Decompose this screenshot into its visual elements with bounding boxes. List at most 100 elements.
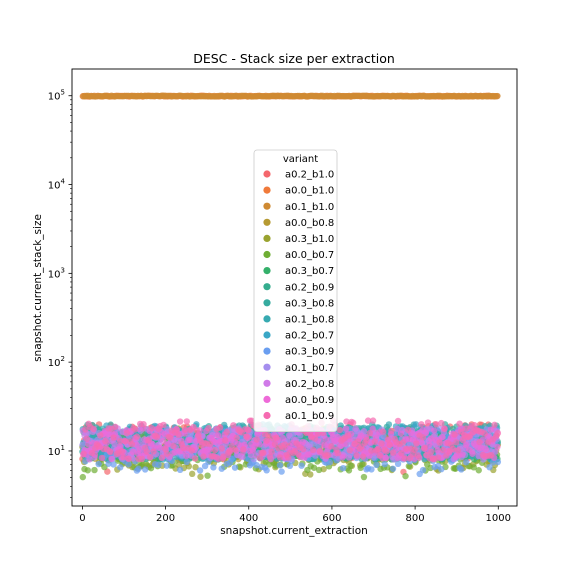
data-point <box>372 439 378 445</box>
data-point <box>222 437 228 443</box>
legend-marker <box>263 235 270 242</box>
data-point <box>453 439 459 445</box>
chart-title: DESC - Stack size per extraction <box>193 51 395 66</box>
data-point <box>400 439 406 445</box>
data-point <box>184 459 190 465</box>
data-point <box>142 466 148 472</box>
data-point <box>155 462 161 468</box>
x-tick-label: 1000 <box>486 513 511 524</box>
data-point <box>125 456 131 462</box>
data-point <box>483 446 489 452</box>
data-point <box>463 459 469 465</box>
series-a0.1_b1.0 <box>80 93 501 100</box>
data-point <box>390 466 396 472</box>
data-point <box>140 421 146 427</box>
data-point <box>205 425 211 431</box>
data-point <box>215 432 221 438</box>
legend-label: a0.2_b1.0 <box>285 170 334 181</box>
data-point <box>177 418 183 424</box>
data-point <box>337 427 343 433</box>
data-point <box>469 451 475 457</box>
data-point <box>91 467 97 473</box>
x-tick-label: 400 <box>239 513 258 524</box>
data-point <box>390 449 396 455</box>
data-point <box>359 461 365 467</box>
data-point <box>488 452 494 458</box>
data-point <box>360 453 366 459</box>
legend-label: a0.0_b1.0 <box>285 186 334 197</box>
legend-label: a0.0_b0.7 <box>285 250 334 261</box>
legend-label: a0.3_b0.8 <box>285 298 334 309</box>
x-tick-label: 200 <box>156 513 175 524</box>
data-point <box>154 434 160 440</box>
data-point <box>164 451 170 457</box>
data-point <box>402 473 408 479</box>
data-point <box>476 467 482 473</box>
data-point <box>352 425 358 431</box>
data-point <box>300 446 306 452</box>
data-point <box>387 442 393 448</box>
legend-label: a0.3_b0.7 <box>285 266 334 277</box>
data-point <box>206 446 212 452</box>
data-point <box>383 448 389 454</box>
legend: varianta0.2_b1.0a0.0_b1.0a0.1_b1.0a0.0_b… <box>254 150 337 432</box>
data-point <box>243 433 249 439</box>
data-point <box>80 451 86 457</box>
data-point <box>189 447 195 453</box>
data-point <box>112 424 118 430</box>
data-point <box>277 454 283 460</box>
data-point <box>134 433 140 439</box>
data-point <box>159 455 165 461</box>
data-point <box>420 434 426 440</box>
data-point <box>435 454 441 460</box>
legend-marker <box>263 203 270 210</box>
data-point <box>200 453 206 459</box>
legend-marker <box>263 267 270 274</box>
data-point <box>405 427 411 433</box>
data-point <box>370 417 376 423</box>
legend-label: a0.1_b0.7 <box>285 363 334 374</box>
data-point <box>350 420 356 426</box>
data-point <box>150 448 156 454</box>
x-tick-label: 800 <box>406 513 425 524</box>
data-point <box>232 446 238 452</box>
data-point <box>117 464 123 470</box>
data-point <box>438 420 444 426</box>
data-point <box>144 449 150 455</box>
data-point <box>347 462 353 468</box>
data-point <box>491 422 497 428</box>
legend-marker <box>263 396 270 403</box>
data-point <box>189 471 195 477</box>
y-axis-label: snapshot.current_stack_size <box>32 214 44 362</box>
legend-marker <box>263 331 270 338</box>
data-point <box>411 447 417 453</box>
data-point <box>110 434 116 440</box>
data-point <box>135 466 141 472</box>
data-point <box>494 93 500 99</box>
legend-label: a0.3_b0.9 <box>285 347 334 358</box>
data-point <box>378 440 384 446</box>
data-point <box>139 456 145 462</box>
data-point <box>441 425 447 431</box>
data-point <box>124 430 130 436</box>
legend-label: a0.1_b1.0 <box>285 202 334 213</box>
data-point <box>345 432 351 438</box>
data-point <box>455 447 461 453</box>
data-point <box>395 418 401 424</box>
data-point <box>323 436 329 442</box>
data-point <box>97 432 103 438</box>
data-point <box>386 421 392 427</box>
data-point <box>197 467 203 473</box>
data-point <box>240 446 246 452</box>
data-point <box>286 432 292 438</box>
data-point <box>347 447 353 453</box>
data-point <box>245 427 251 433</box>
data-point <box>363 437 369 443</box>
data-point <box>495 430 501 436</box>
data-point <box>197 474 203 480</box>
data-point <box>425 419 431 425</box>
data-point <box>219 445 225 451</box>
data-point <box>224 429 230 435</box>
legend-label: a0.2_b0.8 <box>285 379 334 390</box>
